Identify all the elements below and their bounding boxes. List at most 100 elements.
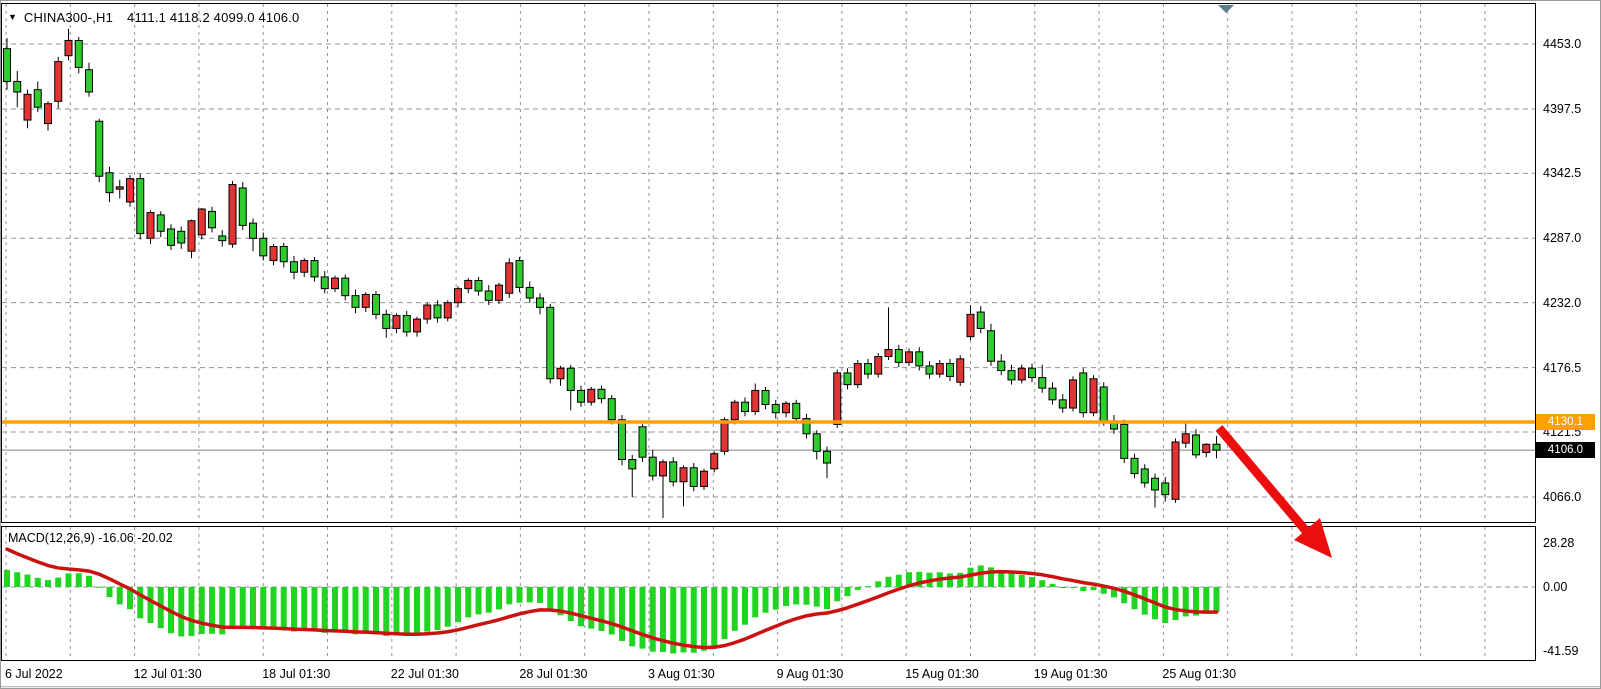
candle[interactable] [464,278,473,294]
candle[interactable] [1151,473,1159,508]
price-axis[interactable]: 4066.0 4121.5 4176.5 4232.0 4287.0 4342.5 4397… [1536,1,1600,661]
candle[interactable] [187,219,196,259]
candle[interactable] [372,290,380,320]
candle[interactable] [884,307,893,361]
candle[interactable] [607,395,616,425]
candle[interactable] [64,28,73,61]
candle[interactable] [628,454,637,497]
candle[interactable] [1181,420,1190,448]
candle[interactable] [269,244,278,266]
candle[interactable] [1171,438,1180,503]
candle[interactable] [44,101,52,131]
candle[interactable] [1058,393,1067,413]
candle[interactable] [802,413,811,439]
candle[interactable] [976,306,985,334]
candle[interactable] [136,173,145,240]
candle[interactable] [792,399,801,424]
candle[interactable] [556,365,565,386]
macd-chart[interactable] [2,527,1535,660]
candlestick-chart[interactable] [2,4,1535,522]
candle[interactable] [1017,364,1026,384]
candle[interactable] [864,358,872,379]
candle[interactable] [249,218,257,252]
candle[interactable] [218,230,227,247]
candle[interactable] [741,397,749,417]
candle[interactable] [1192,429,1200,459]
candle[interactable] [751,383,760,416]
candle[interactable] [495,282,503,304]
candle[interactable] [443,300,452,322]
candle[interactable] [966,305,975,341]
candle[interactable] [126,175,134,207]
candle[interactable] [474,276,483,296]
candle[interactable] [894,344,903,368]
candle[interactable] [905,348,913,366]
candle[interactable] [853,360,862,389]
candle[interactable] [413,316,421,337]
candle[interactable] [23,89,32,129]
candle[interactable] [1069,376,1077,412]
candle[interactable] [525,281,534,303]
candle[interactable] [33,81,42,112]
candle[interactable] [85,62,93,97]
candle[interactable] [679,465,688,507]
candle[interactable] [13,70,22,108]
candle[interactable] [935,360,944,378]
candle[interactable] [290,255,298,280]
candle[interactable] [843,368,852,390]
candle[interactable] [74,36,83,74]
candle[interactable] [669,457,678,487]
candle[interactable] [177,226,186,249]
candle[interactable] [1089,375,1098,417]
candle[interactable] [689,463,698,492]
candle[interactable] [238,182,247,231]
candle[interactable] [115,179,124,199]
candle[interactable] [812,430,821,460]
candle[interactable] [228,180,237,248]
candle[interactable] [1202,443,1211,458]
candle[interactable] [382,309,391,338]
candle[interactable] [587,386,596,406]
candle[interactable] [997,354,1006,376]
candle[interactable] [3,38,11,90]
candle[interactable] [659,459,667,519]
candle[interactable] [925,361,934,379]
candle[interactable] [197,207,206,240]
candle[interactable] [771,399,780,419]
candle[interactable] [1212,435,1221,459]
candle[interactable] [300,258,309,277]
candle[interactable] [423,302,432,324]
candle[interactable] [1110,415,1118,434]
candle[interactable] [402,310,411,337]
candle[interactable] [105,166,114,203]
candle[interactable] [259,232,268,261]
candle[interactable] [54,56,63,109]
candle[interactable] [1007,364,1016,385]
macd-indicator-panel[interactable]: MACD(12,26,9) -16.06 -20.02 [1,526,1536,661]
candle[interactable] [146,210,155,245]
candle[interactable] [1028,363,1036,383]
candle[interactable] [484,285,493,306]
price-chart-panel[interactable]: ▼ CHINA300-,H1 4111.1 4118.2 4099.0 4106… [1,3,1536,523]
candle[interactable] [597,385,606,404]
symbol-dropdown-icon[interactable]: ▼ [8,12,17,22]
candle[interactable] [648,450,657,481]
candle[interactable] [566,364,575,411]
candle[interactable] [208,206,216,233]
candle[interactable] [823,446,831,479]
candle[interactable] [1079,368,1088,418]
candle[interactable] [1038,364,1047,393]
candle[interactable] [874,353,883,378]
candle[interactable] [761,386,770,410]
candle[interactable] [1120,419,1129,464]
candle[interactable] [320,271,329,294]
candle[interactable] [833,369,842,428]
candle[interactable] [536,293,544,315]
candle[interactable] [956,355,965,386]
candle[interactable] [946,358,954,382]
candle[interactable] [638,424,647,462]
candle[interactable] [279,242,288,268]
candle[interactable] [156,211,165,238]
candle[interactable] [782,401,790,418]
candle[interactable] [310,257,319,282]
